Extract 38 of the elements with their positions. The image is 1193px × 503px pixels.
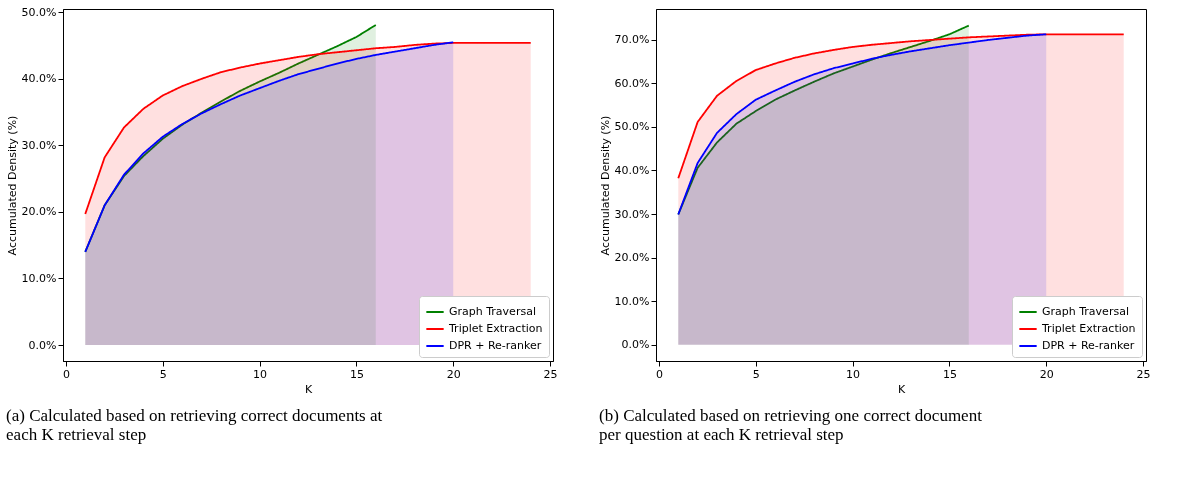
y-tick-label: 40.0% xyxy=(614,163,650,177)
x-tick-label: 25 xyxy=(1136,367,1151,381)
legend-label: Triplet Extraction xyxy=(1041,322,1136,335)
x-tick-label: 20 xyxy=(446,367,461,381)
x-tick-label: 15 xyxy=(349,367,364,381)
y-tick-label: 20.0% xyxy=(21,205,57,219)
y-tick-label: 70.0% xyxy=(614,33,650,47)
y-tick-label: 10.0% xyxy=(614,294,650,308)
x-tick-label: 0 xyxy=(655,367,663,381)
legend-label: Graph Traversal xyxy=(449,305,536,318)
x-tick-label: 5 xyxy=(159,367,167,381)
y-tick-label: 20.0% xyxy=(614,251,650,265)
x-tick-label: 10 xyxy=(253,367,268,381)
legend-label: Triplet Extraction xyxy=(448,322,543,335)
y-tick-label: 60.0% xyxy=(614,76,650,90)
y-tick-label: 10.0% xyxy=(21,271,57,285)
y-axis-title: Accumulated Density (%) xyxy=(598,115,612,256)
text: (b) Calculated based on retrieving one correct document per question at each K retrieval step xyxy=(599,406,983,444)
y-axis-title: Accumulated Density (%) xyxy=(5,115,19,256)
x-tick-label: 15 xyxy=(942,367,957,381)
y-tick-label: 40.0% xyxy=(21,72,57,86)
x-tick-label: 5 xyxy=(752,367,760,381)
x-tick-label: 0 xyxy=(62,367,70,381)
legend-label: DPR + Re-ranker xyxy=(1042,339,1135,352)
x-tick-label: 20 xyxy=(1039,367,1054,381)
legend-label: DPR + Re-ranker xyxy=(449,339,542,352)
y-tick-label: 0.0% xyxy=(28,338,57,352)
x-axis-title: K xyxy=(897,382,906,396)
text: (a) Calculated based on retrieving correct documents at each K retrieval step xyxy=(6,406,383,444)
x-tick-label: 10 xyxy=(846,367,861,381)
x-tick-label: 25 xyxy=(543,367,558,381)
legend-label: Graph Traversal xyxy=(1042,305,1129,318)
y-tick-label: 50.0% xyxy=(614,120,650,134)
x-axis-title: K xyxy=(304,382,313,396)
y-tick-label: 50.0% xyxy=(21,5,57,19)
y-tick-label: 30.0% xyxy=(21,138,57,152)
y-tick-label: 30.0% xyxy=(614,207,650,221)
y-tick-label: 0.0% xyxy=(621,338,650,352)
